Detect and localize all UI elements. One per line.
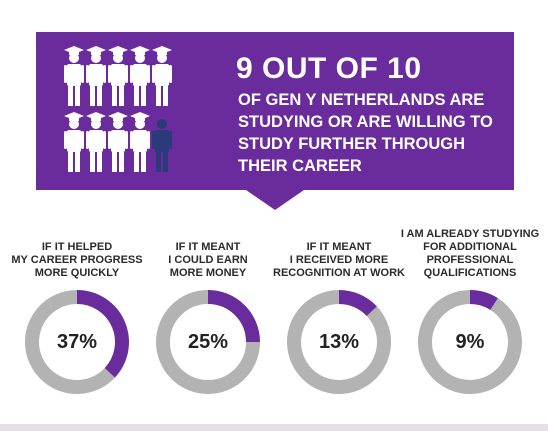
donut: 13% [287,290,391,394]
graduate-icon [64,110,84,176]
graduate-icon [108,44,128,110]
graduate-icon [64,44,84,110]
icon-grid [64,44,174,184]
headline: 9 OUT OF 10 [236,52,422,85]
graduate-icon [130,44,150,110]
graduate-icon [130,110,150,176]
person-icon [152,110,172,176]
category-label: IF IT MEANT I RECEIVED MORE RECOGNITION … [273,241,405,279]
value-label: 25% [187,330,229,353]
donut-chart: I AM ALREADY STUDYING FOR ADDITIONAL PRO… [401,0,539,280]
category-label: IF IT HELPED MY CAREER PROGRESS MORE QUI… [11,241,143,279]
donut-chart: IF IT MEANT I RECEIVED MORE RECOGNITION … [273,0,405,280]
graduate-icon [152,44,172,110]
value-label: 37% [56,330,98,353]
category-label: I AM ALREADY STUDYING FOR ADDITIONAL PRO… [400,228,540,279]
donut: 9% [418,290,522,394]
subtext: OF GEN Y NETHERLANDS ARE STUDYING OR ARE… [238,91,493,175]
value-label: 9% [455,330,485,353]
donut-chart: IF IT MEANT I COULD EARN MORE MONEY [153,0,263,280]
donut-remainder [287,290,391,394]
donut-slice [76,290,129,378]
donut-slice [469,290,498,311]
donut-remainder [418,290,522,394]
bottom-band [0,424,548,431]
donut-remainder [156,290,260,394]
donut-slice [207,290,260,343]
graduate-icon [86,44,106,110]
donut-slice [338,290,377,317]
category-label: IF IT MEANT I COULD EARN MORE MONEY [168,241,248,279]
donut-remainder [25,290,115,394]
graduate-icon [86,110,106,176]
graduate-icon [108,110,128,176]
donut: 37% [25,290,129,394]
donut: 25% [156,290,260,394]
donut-chart: IF IT HELPED MY CAREER PROGRESS MORE QUI… [11,0,142,280]
value-label: 13% [318,330,360,353]
